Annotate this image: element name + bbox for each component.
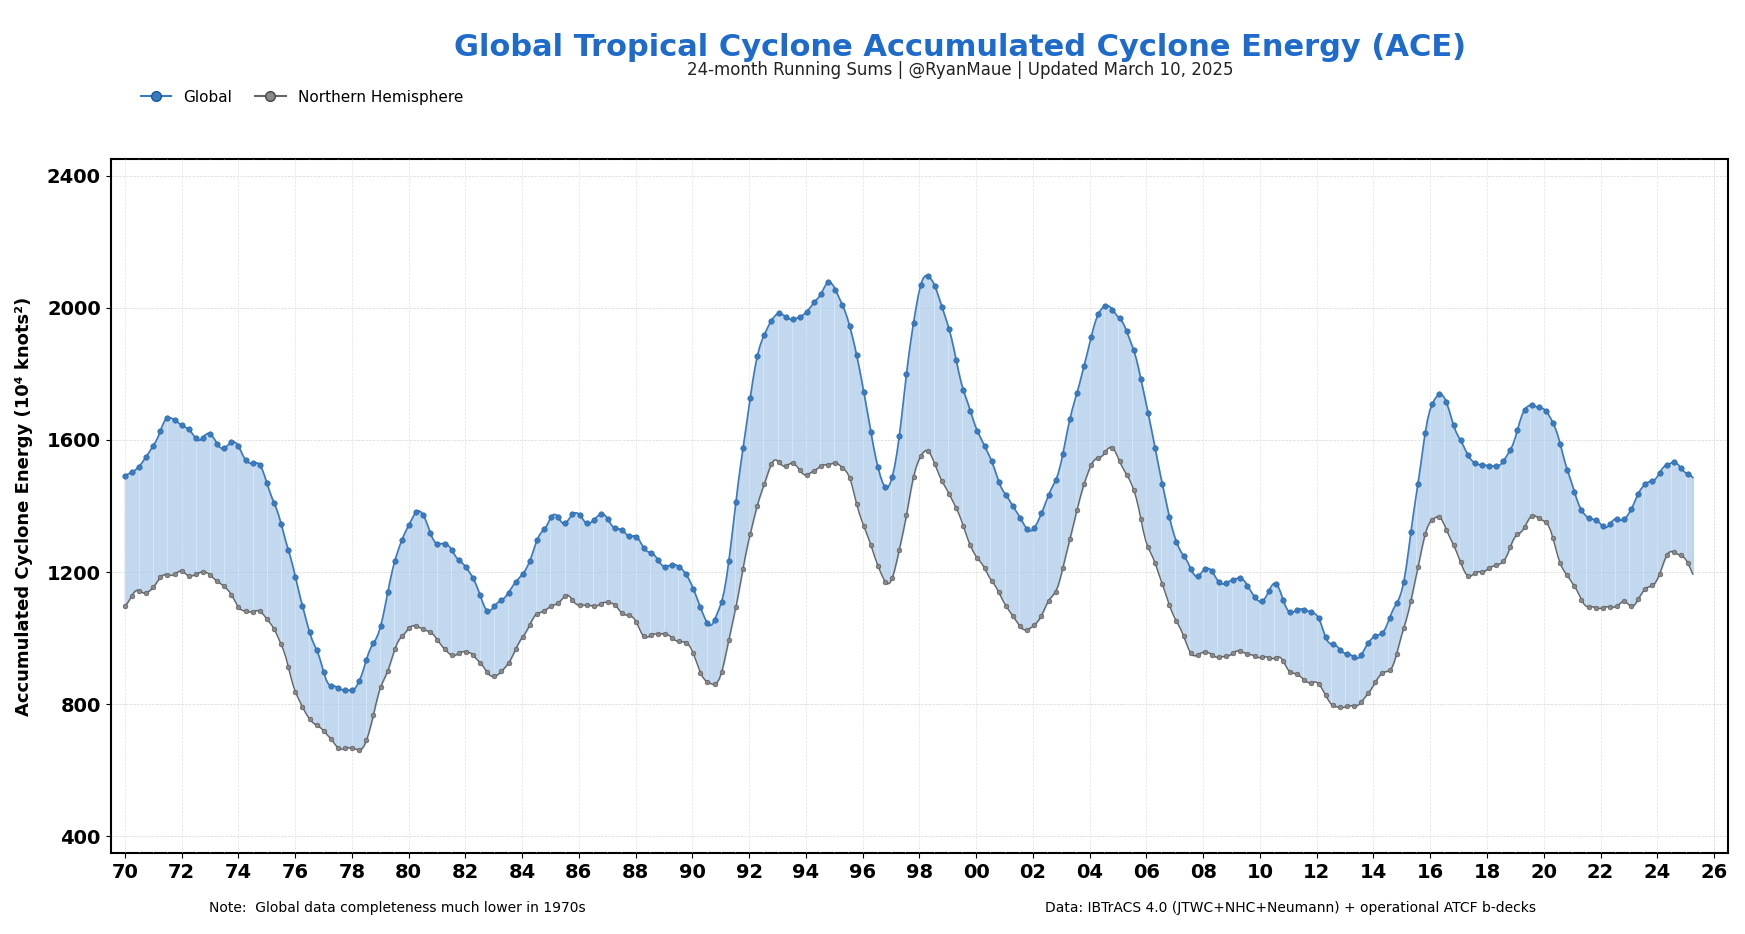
- Text: Note:  Global data completeness much lower in 1970s: Note: Global data completeness much lowe…: [209, 901, 586, 915]
- Text: Global Tropical Cyclone Accumulated Cyclone Energy (ACE): Global Tropical Cyclone Accumulated Cycl…: [454, 33, 1466, 62]
- Text: 24-month Running Sums | @RyanMaue | Updated March 10, 2025: 24-month Running Sums | @RyanMaue | Upda…: [686, 61, 1234, 78]
- Y-axis label: Accumulated Cyclone Energy (10⁴ knots²): Accumulated Cyclone Energy (10⁴ knots²): [16, 296, 33, 715]
- Text: Data: IBTrACS 4.0 (JTWC+NHC+Neumann) + operational ATCF b-decks: Data: IBTrACS 4.0 (JTWC+NHC+Neumann) + o…: [1045, 901, 1536, 915]
- Legend: Global, Northern Hemisphere: Global, Northern Hemisphere: [134, 83, 469, 110]
